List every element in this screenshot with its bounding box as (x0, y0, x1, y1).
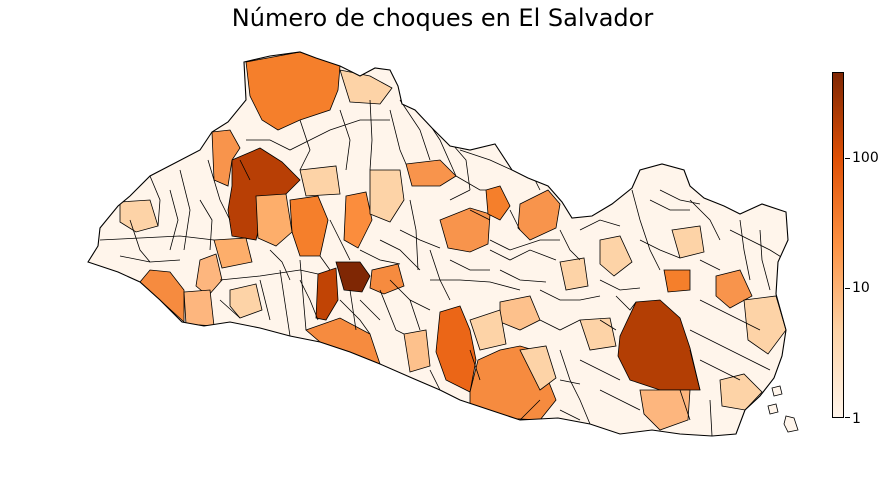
municipality-region (183, 289, 215, 327)
colorbar-label-100: 100 (852, 150, 879, 166)
municipality-region (599, 235, 633, 277)
municipality-region (743, 295, 787, 355)
municipality-region (369, 169, 405, 223)
municipality-region (335, 261, 371, 293)
municipality-region (119, 199, 159, 233)
island (771, 385, 783, 397)
municipality-region (403, 329, 431, 373)
municipality-region (339, 69, 393, 105)
municipality-region (485, 185, 511, 221)
municipality-region (671, 225, 705, 259)
municipality-region (639, 389, 691, 431)
municipality-region (715, 269, 753, 309)
municipality-region (719, 373, 763, 411)
island (767, 403, 779, 415)
colorbar (832, 72, 844, 418)
municipality-region (213, 237, 253, 269)
municipality-region (435, 305, 477, 393)
municipality-region (315, 267, 339, 321)
municipality-boundaries (99, 99, 787, 436)
colorbar-label-10: 10 (852, 280, 870, 296)
colorbar-tick (845, 417, 850, 418)
colorbar-label-1: 1 (852, 411, 861, 427)
municipality-region (343, 191, 373, 249)
municipality-region (469, 309, 507, 351)
municipality-region (195, 253, 223, 297)
municipality-region (663, 269, 691, 293)
municipality-region (519, 345, 557, 391)
island (783, 415, 799, 433)
municipality-region (517, 189, 561, 241)
municipality-region (229, 283, 263, 319)
municipality-region (559, 257, 589, 291)
municipality-region (369, 263, 405, 295)
country-outline (87, 51, 789, 437)
colorbar-tick (845, 158, 850, 159)
municipality-region (299, 165, 341, 197)
colorbar-tick (845, 288, 850, 289)
municipalities (88, 52, 788, 436)
municipality-region (579, 317, 617, 351)
municipality-region (439, 207, 491, 253)
map-title: Número de choques en El Salvador (231, 4, 654, 32)
municipality-region (255, 193, 293, 247)
municipality-region (405, 159, 457, 187)
